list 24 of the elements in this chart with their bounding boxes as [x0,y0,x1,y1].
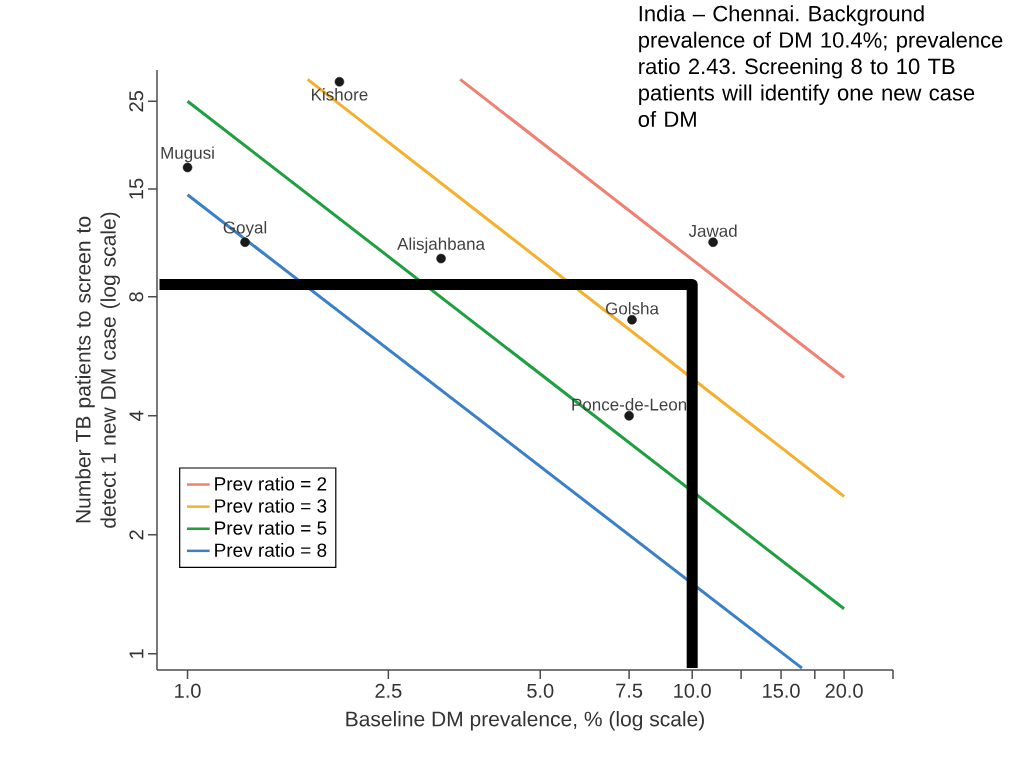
legend-label: Prev ratio = 3 [215,498,327,513]
y-tick-label: 1 [129,649,144,658]
y-axis-title: Number TB patients to screen to detect 1 new DM case (log scale) [75,212,120,528]
x-tick-label: 20.0 [825,683,863,698]
y-tick-label: 2 [129,530,144,540]
y-tick-label: 15 [129,178,144,199]
y-tick-label: 4 [129,410,144,421]
annotation: India – Chennai. Background prevalence of DM 10.4%; prevalence ratio 2.43. Screening 8 to 10 TB patients will identify one new case of DM [638,5,1003,127]
legend-label: Prev ratio = 5 [215,520,327,535]
legend-label: Prev ratio = 8 [215,542,327,557]
y-tick-label: 25 [129,90,144,112]
x-tick-label: 2.5 [375,683,402,698]
x-tick-label: 5.0 [527,683,554,698]
y-tick-label: 8 [129,292,144,302]
x-tick-label: 10.0 [674,683,711,698]
x-tick-label: 1.0 [175,683,201,698]
legend-label: Prev ratio = 2 [215,476,327,491]
annotation: Jawad [688,224,737,237]
x-tick-label: 15.0 [763,683,800,698]
annotation: Golsha [605,302,659,315]
x-tick-label: 7.5 [616,683,643,698]
x-axis-title: Baseline DM prevalence, % (log scale) [346,711,704,731]
annotation: Alisjahbana [397,237,485,254]
annotation: Mugusi [161,146,214,163]
